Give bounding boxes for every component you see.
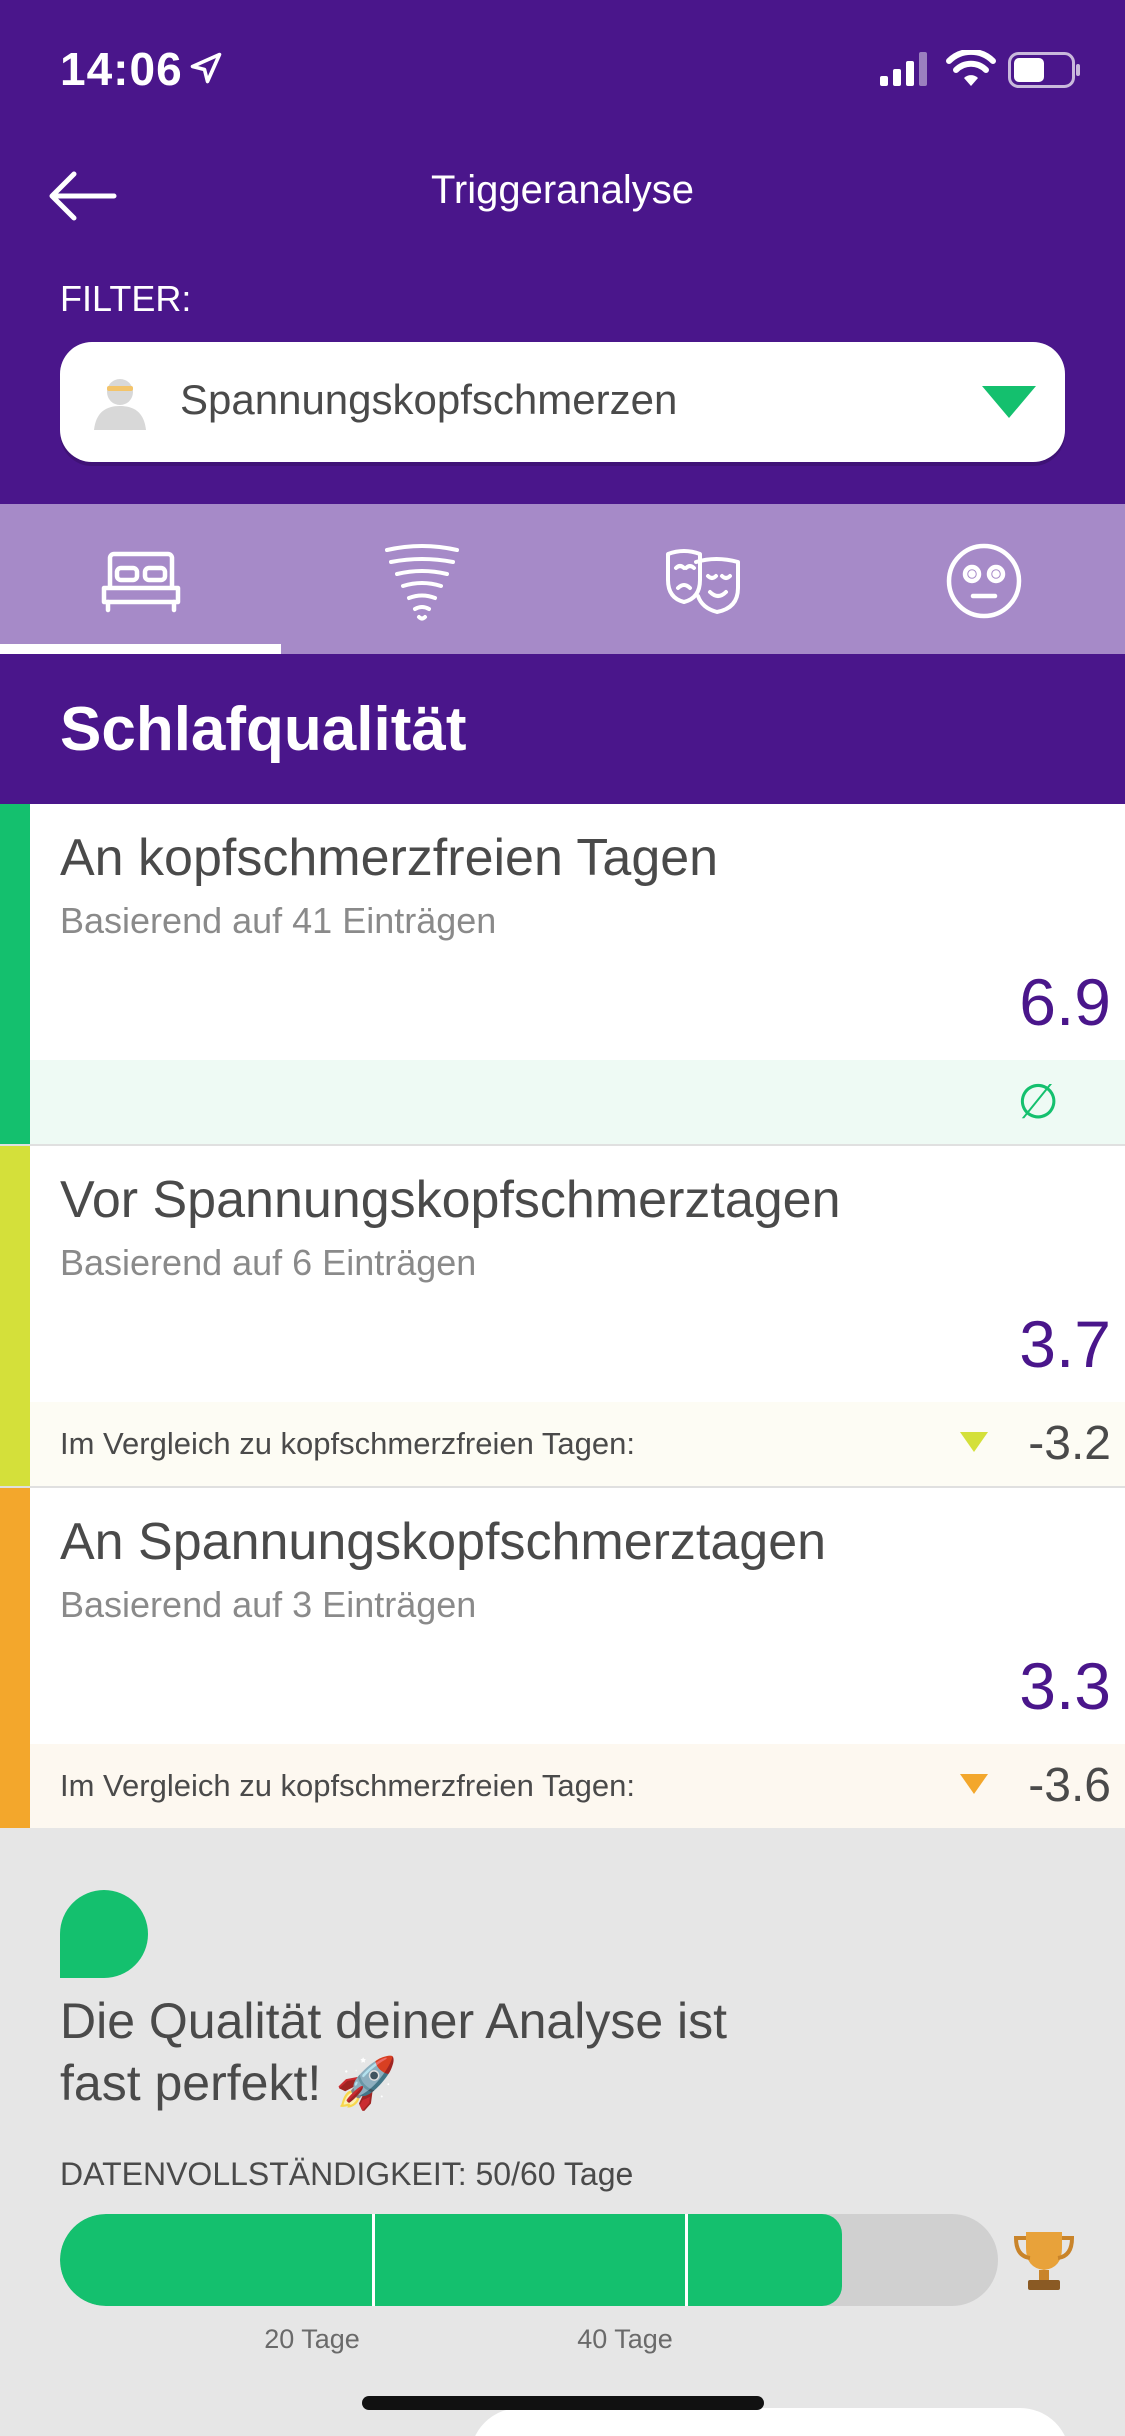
- stat-card-headache-days[interactable]: An Spannungskopfschmerztagen Basierend a…: [0, 1488, 1125, 1830]
- tab-sleep[interactable]: [0, 504, 281, 654]
- card-title: An kopfschmerzfreien Tagen: [60, 829, 719, 887]
- section-header: Schlafqualität: [0, 654, 1125, 804]
- wifi-icon: [946, 50, 996, 86]
- chevron-down-icon: [982, 386, 1036, 418]
- delta-value: -3.2: [1028, 1417, 1111, 1470]
- cellular-signal-icon: [880, 52, 927, 86]
- triangle-down-icon: [960, 1432, 988, 1452]
- battery-icon: [1008, 52, 1080, 88]
- back-arrow-icon[interactable]: [44, 168, 120, 224]
- delta-value: -3.6: [1028, 1759, 1111, 1812]
- card-footer: Im Vergleich zu kopfschmerzfreien Tagen:…: [30, 1744, 1125, 1828]
- tick-label: 20 Tage: [264, 2324, 360, 2354]
- stat-card-headache-free[interactable]: An kopfschmerzfreien Tagen Basierend auf…: [0, 804, 1125, 1146]
- section-title: Schlafqualität: [60, 695, 467, 764]
- completeness-progress-bar: [60, 2214, 998, 2306]
- compare-label: Im Vergleich zu kopfschmerzfreien Tagen:: [60, 1768, 635, 1803]
- card-value: 3.3: [1019, 1649, 1111, 1723]
- bottom-sheet-handle[interactable]: [470, 2408, 1070, 2436]
- card-color-bar: [0, 1488, 30, 1828]
- status-bar: 14:06: [0, 0, 1125, 140]
- card-subtitle: Basierend auf 41 Einträgen: [60, 900, 497, 941]
- tab-selected-indicator: [0, 644, 281, 654]
- face-icon: [946, 543, 1022, 619]
- quality-message: Die Qualität deiner Analyse ist fast per…: [60, 1993, 728, 2111]
- card-subtitle: Basierend auf 6 Einträgen: [60, 1242, 477, 1283]
- completeness-label: DATENVOLLSTÄNDIGKEIT: 50/60 Tage: [60, 2156, 634, 2192]
- compare-label: Im Vergleich zu kopfschmerzfreien Tagen:: [60, 1426, 635, 1461]
- bed-icon: [101, 551, 181, 613]
- app-header: 14:06 Triggeranalyse FILTER:: [0, 0, 1125, 504]
- stat-card-before-headache[interactable]: Vor Spannungskopfschmerztagen Basierend …: [0, 1146, 1125, 1488]
- theater-masks-icon: [666, 549, 740, 614]
- card-footer: Im Vergleich zu kopfschmerzfreien Tagen:…: [30, 1402, 1125, 1486]
- card-subtitle: Basierend auf 3 Einträgen: [60, 1584, 477, 1625]
- average-symbol: ∅: [1017, 1074, 1059, 1130]
- headache-person-icon: [94, 379, 146, 430]
- filter-dropdown[interactable]: Spannungskopfschmerzen: [60, 342, 1065, 462]
- card-footer: ∅: [30, 1060, 1125, 1144]
- tab-mental[interactable]: [843, 504, 1124, 654]
- location-arrow-icon: [190, 52, 222, 84]
- tab-stress[interactable]: [281, 504, 562, 654]
- trophy-icon: [1013, 2232, 1075, 2290]
- card-color-bar: [0, 1146, 30, 1486]
- card-title: An Spannungskopfschmerztagen: [60, 1513, 827, 1571]
- card-value: 3.7: [1019, 1307, 1111, 1381]
- card-value: 6.9: [1019, 965, 1111, 1039]
- progress-divider: [372, 2214, 375, 2306]
- category-tab-bar: [0, 504, 1125, 654]
- card-color-bar: [0, 804, 30, 1144]
- filter-label: FILTER:: [60, 278, 192, 319]
- progress-fill: [60, 2214, 842, 2306]
- tab-mood[interactable]: [562, 504, 843, 654]
- speech-bubble-icon: [60, 1890, 148, 1978]
- triangle-down-icon: [960, 1774, 988, 1794]
- tornado-icon: [385, 544, 459, 621]
- status-time: 14:06: [60, 43, 183, 95]
- page-title: Triggeranalyse: [430, 168, 695, 212]
- card-title: Vor Spannungskopfschmerztagen: [60, 1171, 841, 1229]
- progress-divider: [685, 2214, 688, 2306]
- tick-label: 40 Tage: [577, 2324, 673, 2354]
- analysis-quality-panel: Die Qualität deiner Analyse ist fast per…: [0, 1828, 1125, 2436]
- filter-value: Spannungskopfschmerzen: [180, 376, 678, 423]
- home-indicator: [362, 2396, 764, 2410]
